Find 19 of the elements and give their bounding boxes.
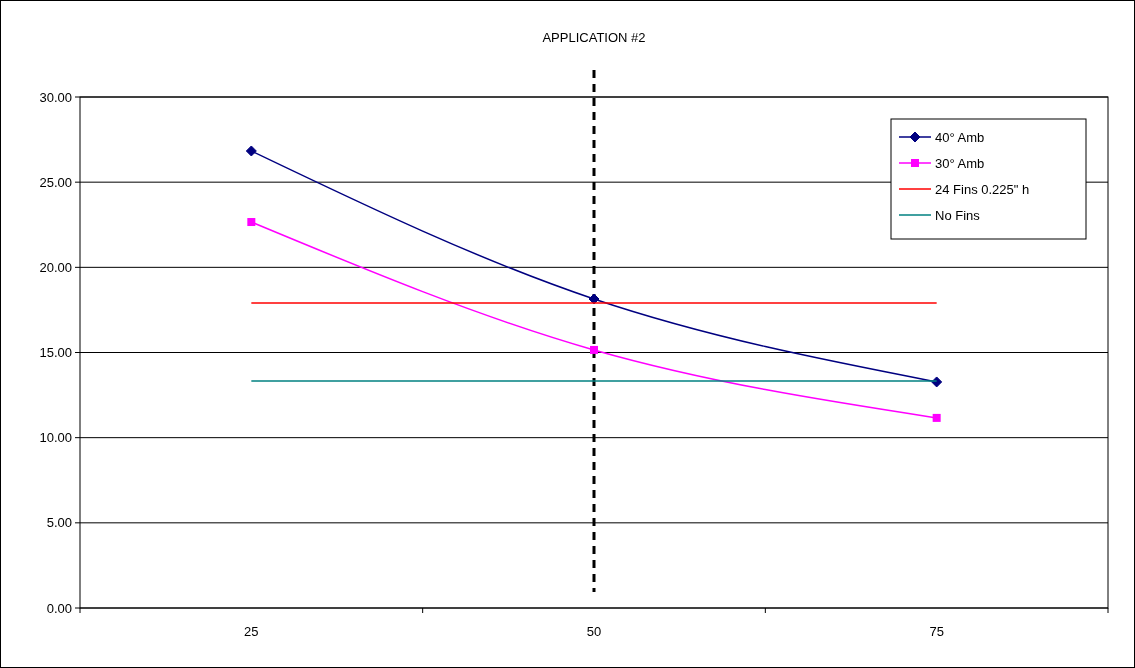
legend-label: 30° Amb [935,155,985,171]
y-tick-label: 10.00 [39,430,72,446]
legend-label: 24 Fins 0.225" h [935,181,1030,197]
ref-line-label: APPLICATION #2 [542,30,646,45]
y-tick-label: 5.00 [46,515,72,531]
point [590,345,598,354]
y-tick-label: 20.00 [39,259,72,275]
x-tick-label: 50 [586,624,602,639]
point [247,218,256,227]
point [932,413,941,422]
y-tick-label: 30.00 [39,89,72,105]
y-tick-label: 15.00 [39,345,72,361]
point [245,145,257,157]
legend-label: 40° Amb [935,129,985,145]
y-tick-label: 0.00 [46,600,72,616]
legend-label: No Fins [935,207,981,223]
y-tick-label: 25.00 [39,174,72,190]
x-tick-label: 25 [244,624,259,639]
x-tick-label: 75 [929,624,944,639]
